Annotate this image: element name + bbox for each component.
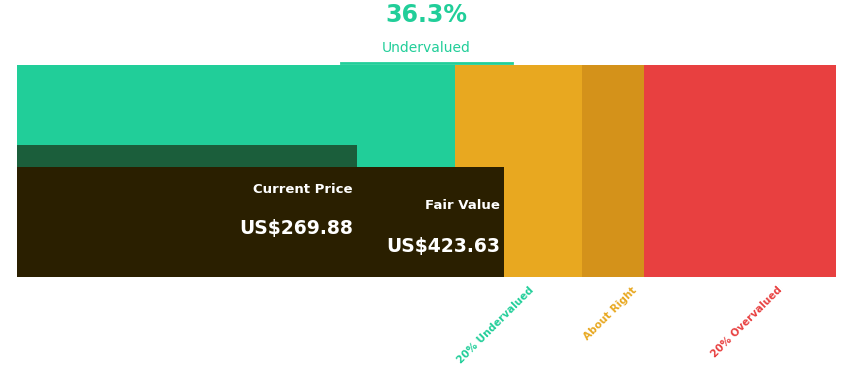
Text: Undervalued: Undervalued <box>382 41 470 55</box>
Bar <box>581 65 642 277</box>
Bar <box>17 65 455 277</box>
Text: US$269.88: US$269.88 <box>239 219 352 238</box>
Text: Fair Value: Fair Value <box>424 199 499 212</box>
Text: About Right: About Right <box>581 285 638 342</box>
Text: US$423.63: US$423.63 <box>386 237 499 256</box>
Text: 20% Overvalued: 20% Overvalued <box>708 285 783 360</box>
Bar <box>17 146 356 256</box>
Bar <box>642 65 835 277</box>
Text: 36.3%: 36.3% <box>385 3 467 27</box>
Bar <box>455 65 581 277</box>
Text: 20% Undervalued: 20% Undervalued <box>455 285 535 366</box>
Bar <box>17 167 504 277</box>
Text: Current Price: Current Price <box>253 183 352 196</box>
